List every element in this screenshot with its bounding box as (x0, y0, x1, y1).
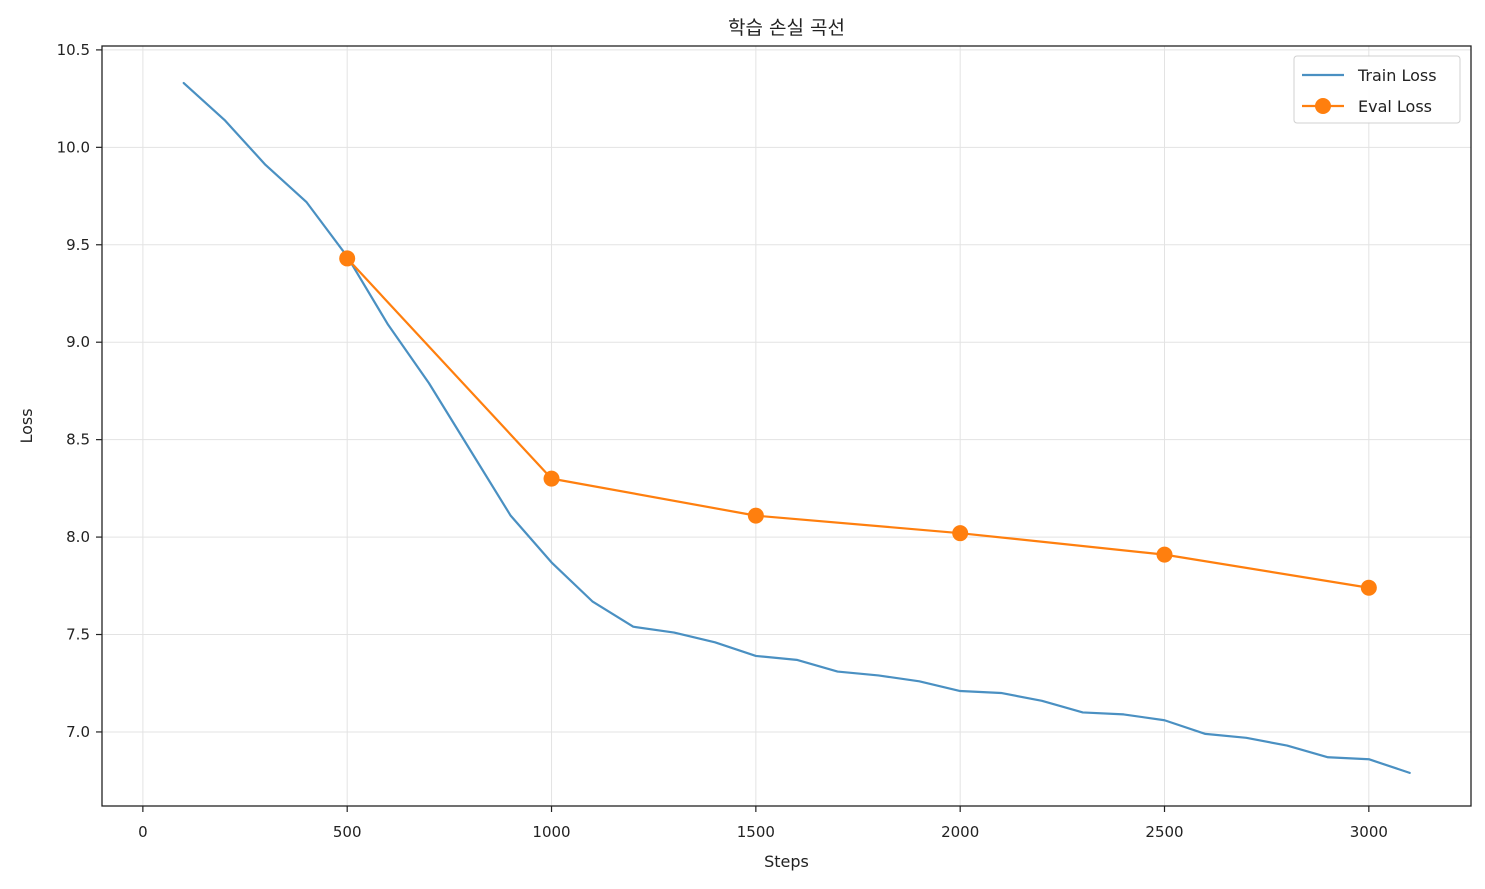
eval-loss-point (543, 470, 560, 487)
x-tick-label: 1500 (737, 823, 775, 841)
tick-layer: 0 500 1000 1500 2000 2500 3000 7.0 7.5 8.0 8.5 9.0 9… (57, 41, 1388, 841)
series-layer (182, 81, 1411, 774)
legend-eval-loss-marker (1315, 98, 1331, 114)
x-tick-label: 2500 (1145, 823, 1183, 841)
x-tick-label: 500 (333, 823, 362, 841)
chart-title: 학습 손실 곡선 (728, 17, 845, 39)
y-tick-label: 7.0 (66, 723, 90, 741)
y-tick-label: 9.5 (66, 236, 90, 254)
eval-loss-point (747, 507, 764, 524)
eval-loss-point (1360, 579, 1377, 596)
x-tick-label: 2000 (941, 823, 979, 841)
y-axis-label: Loss (17, 408, 36, 443)
x-tick-label: 0 (138, 823, 148, 841)
y-tick-label: 10.0 (57, 138, 90, 156)
eval-loss-point (952, 525, 969, 542)
legend-eval-loss-label: Eval Loss (1358, 97, 1432, 116)
y-tick-label: 8.5 (66, 431, 90, 449)
train-loss-line (182, 81, 1411, 774)
eval-loss-line (346, 257, 1370, 589)
eval-loss-point (339, 250, 356, 267)
legend-train-loss-label: Train Loss (1357, 66, 1437, 85)
x-tick-label: 1000 (532, 823, 570, 841)
y-tick-label: 10.5 (57, 41, 90, 59)
y-tick-label: 9.0 (66, 333, 90, 351)
y-tick-label: 8.0 (66, 528, 90, 546)
legend: Train Loss Eval Loss (1293, 55, 1461, 124)
plot-frame (101, 45, 1472, 807)
x-tick-label: 3000 (1350, 823, 1388, 841)
eval-loss-point (1156, 546, 1173, 563)
y-tick-label: 7.5 (66, 626, 90, 644)
x-axis-label: Steps (764, 852, 809, 871)
grid-layer (102, 46, 1471, 806)
